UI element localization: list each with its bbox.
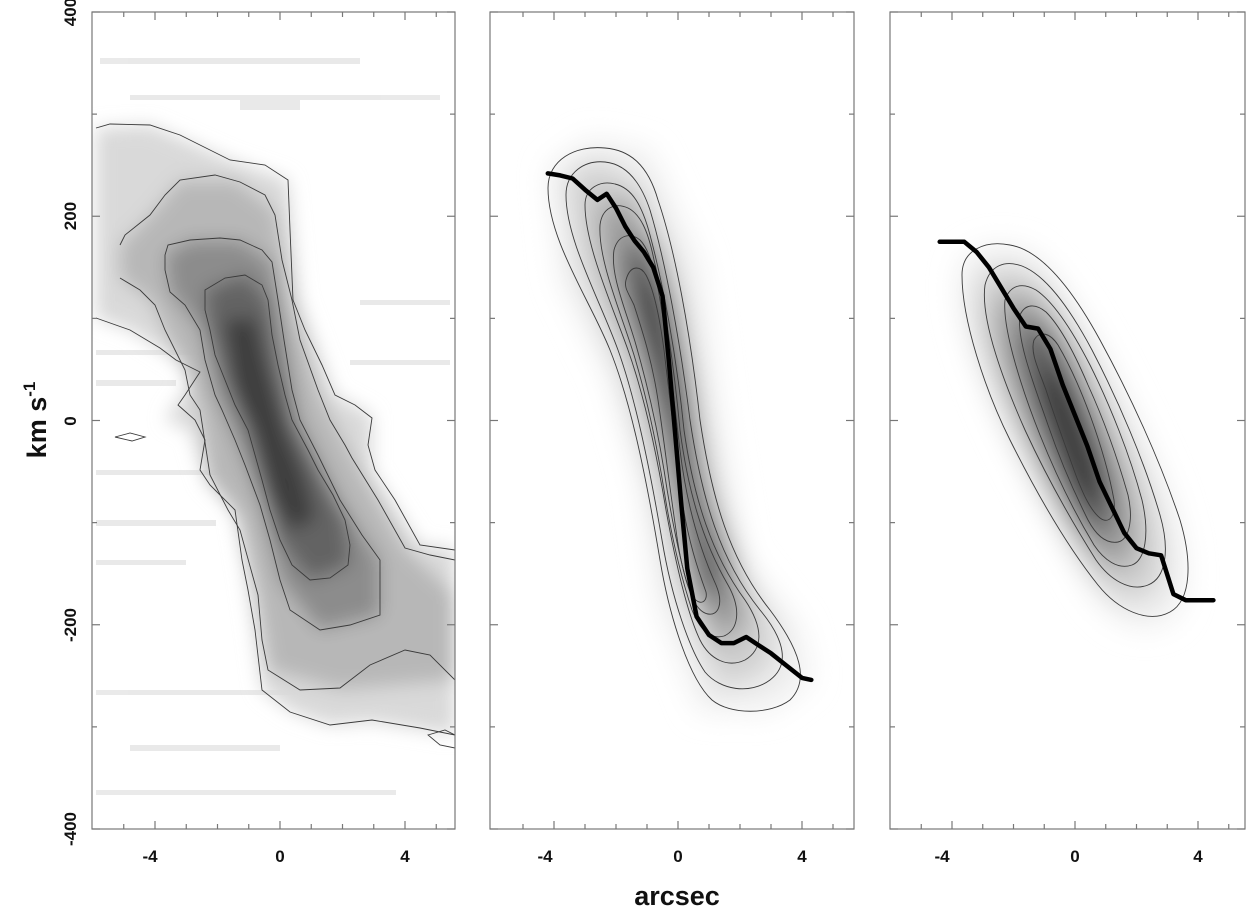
observed-contour-4 [204,274,351,581]
model-1-rotation-curve [545,171,814,683]
panel-observed [95,58,455,795]
observed-contour-6 [427,729,455,749]
observed-contour-3 [164,237,381,631]
model-2-contour-1 [961,243,1189,617]
x-tick-label-p3-minus-4: -4 [934,847,950,866]
x-tick-label-p1-0: 0 [275,847,284,866]
model-2-intensity [958,245,1187,629]
observed-contour-2 [119,174,455,561]
panel-model-1 [545,138,814,712]
model-1-intensity [548,138,812,712]
observed-contour-2b [119,277,455,691]
observed-intensity [96,125,455,735]
model-1-contour-3 [584,182,760,664]
noise-stripes [96,58,450,795]
model-2-contour-3 [1004,285,1147,567]
model-2-rotation-curve-group [937,239,1216,603]
model-2-contour-5 [1032,333,1115,521]
x-tick-label-p2-0: 0 [673,847,682,866]
model-1-contour-2 [565,161,783,690]
model-1-contour-6 [625,267,707,603]
model-2-contours [961,243,1189,617]
observed-contours [95,123,455,749]
x-axis: -4 0 4 -4 0 4 -4 0 4 arcsec [142,847,1203,911]
y-axis: 400 200 0 -200 -400 km s-1 [20,0,80,846]
y-axis-title-text: km s [22,397,52,459]
y-tick-label-minus-200: -200 [61,608,80,642]
panel-observed-image [95,58,455,795]
x-tick-label-p2-minus-4: -4 [537,847,553,866]
x-tick-label-p1-minus-4: -4 [142,847,158,866]
axis-ticks [92,11,1245,830]
y-tick-label-minus-400: -400 [61,812,80,846]
model-1-contour-1 [547,147,801,712]
x-axis-title: arcsec [634,881,720,911]
observed-contour-1b [95,317,455,736]
y-tick-label-200: 200 [61,202,80,230]
model-2-rotation-curve [937,239,1216,603]
model-2-contour-4 [1019,305,1131,543]
model-1-rotation-curve-group [545,171,814,683]
panel-model-2 [937,239,1216,629]
x-tick-label-p3-4: 4 [1193,847,1203,866]
y-tick-label-0: 0 [61,416,80,425]
x-tick-label-p3-0: 0 [1070,847,1079,866]
observed-contour-5 [114,432,147,442]
y-tick-label-400: 400 [61,0,80,26]
y-axis-title-exponent: -1 [20,382,39,397]
y-axis-title: km s-1 [20,382,52,459]
x-tick-label-p2-4: 4 [797,847,807,866]
x-tick-label-p1-4: 4 [400,847,410,866]
observed-contour-1 [95,123,455,551]
model-1-contour-4 [599,205,738,638]
